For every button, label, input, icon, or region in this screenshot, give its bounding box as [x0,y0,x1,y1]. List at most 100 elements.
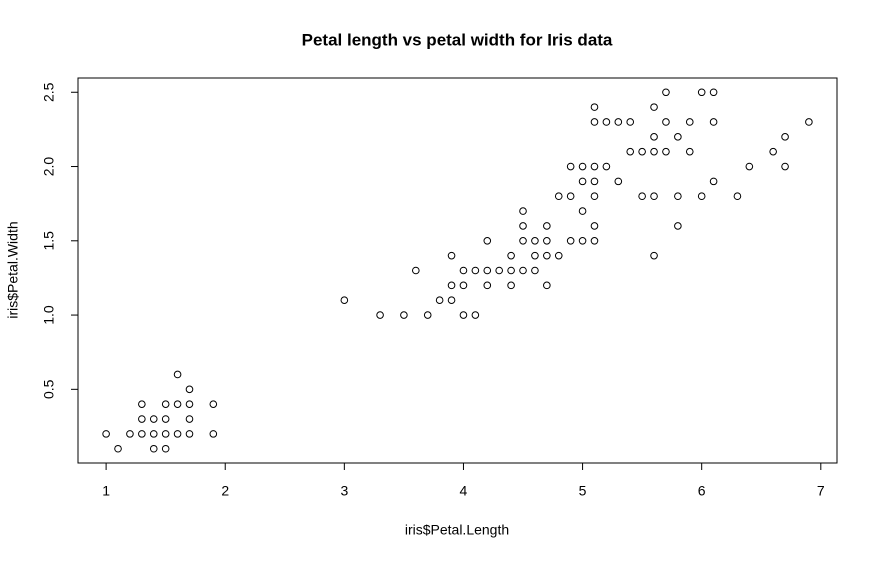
point [412,266,420,275]
point [161,400,170,408]
point [566,236,575,245]
point [554,251,563,260]
point [138,430,146,438]
point [185,415,194,423]
x-tick-label: 6 [698,483,706,499]
point [483,236,492,245]
point [149,444,158,453]
point [173,400,182,408]
point [590,118,599,126]
point [149,415,158,423]
point [602,162,611,171]
x-tick-label: 4 [460,483,468,499]
point [638,147,646,156]
point [435,296,444,305]
point [519,266,527,275]
point [781,162,789,171]
point [650,133,658,141]
point [685,118,694,126]
point [138,400,146,408]
point [507,266,515,275]
x-tick-label: 3 [340,483,348,499]
point [447,281,456,290]
point [745,162,754,171]
point [173,430,182,438]
point [209,400,218,408]
point [578,162,587,171]
x-axis-label: iris$Petal.Length [405,522,509,538]
point [662,147,670,156]
point [376,311,384,319]
point [674,222,682,230]
point [531,266,539,275]
point [483,281,492,290]
point [650,103,658,111]
point [590,103,599,111]
point [161,444,170,453]
point [769,147,777,156]
point [543,236,551,245]
point [626,147,635,156]
point [161,430,170,438]
point [650,192,658,201]
point [626,118,635,126]
point [578,236,587,245]
point [674,133,682,141]
point [590,177,599,186]
point [685,147,694,156]
point [400,311,408,319]
y-tick-label: 1.0 [41,305,57,325]
point [185,385,194,394]
x-tick-label: 2 [221,483,229,499]
point [554,192,563,201]
point [209,430,218,438]
point [709,88,718,97]
point [697,192,706,201]
point [519,207,527,215]
point [471,311,480,319]
point [578,177,587,186]
point [459,266,468,275]
plot-box [77,77,838,464]
point [507,281,515,290]
point [709,177,718,186]
point [447,296,456,305]
point [602,118,611,126]
point [781,133,789,141]
point [340,296,349,305]
point [566,162,575,171]
point [173,370,182,379]
y-tick-label: 1.5 [41,231,57,251]
point [126,430,134,438]
point [614,177,623,186]
point [519,222,527,230]
point [590,192,599,201]
point [614,118,623,126]
chart-title: Petal length vs petal width for Iris dat… [302,30,613,49]
point [459,311,468,319]
point [566,192,575,201]
point [161,415,170,423]
point [650,251,658,260]
point [102,430,110,438]
point [638,192,646,201]
point [543,281,551,290]
y-axis-label: iris$Petal.Width [5,221,21,318]
point [185,430,194,438]
point [423,311,432,319]
point [138,415,146,423]
point [650,147,658,156]
point [507,251,515,260]
point [805,118,813,126]
point [114,444,122,453]
point [590,222,599,230]
point [471,266,480,275]
point [662,88,670,97]
y-tick-label: 0.5 [41,379,57,399]
x-tick-label: 5 [579,483,587,499]
point [733,192,742,201]
point [697,88,706,97]
y-tick-label: 2.5 [41,82,57,102]
point [662,118,670,126]
